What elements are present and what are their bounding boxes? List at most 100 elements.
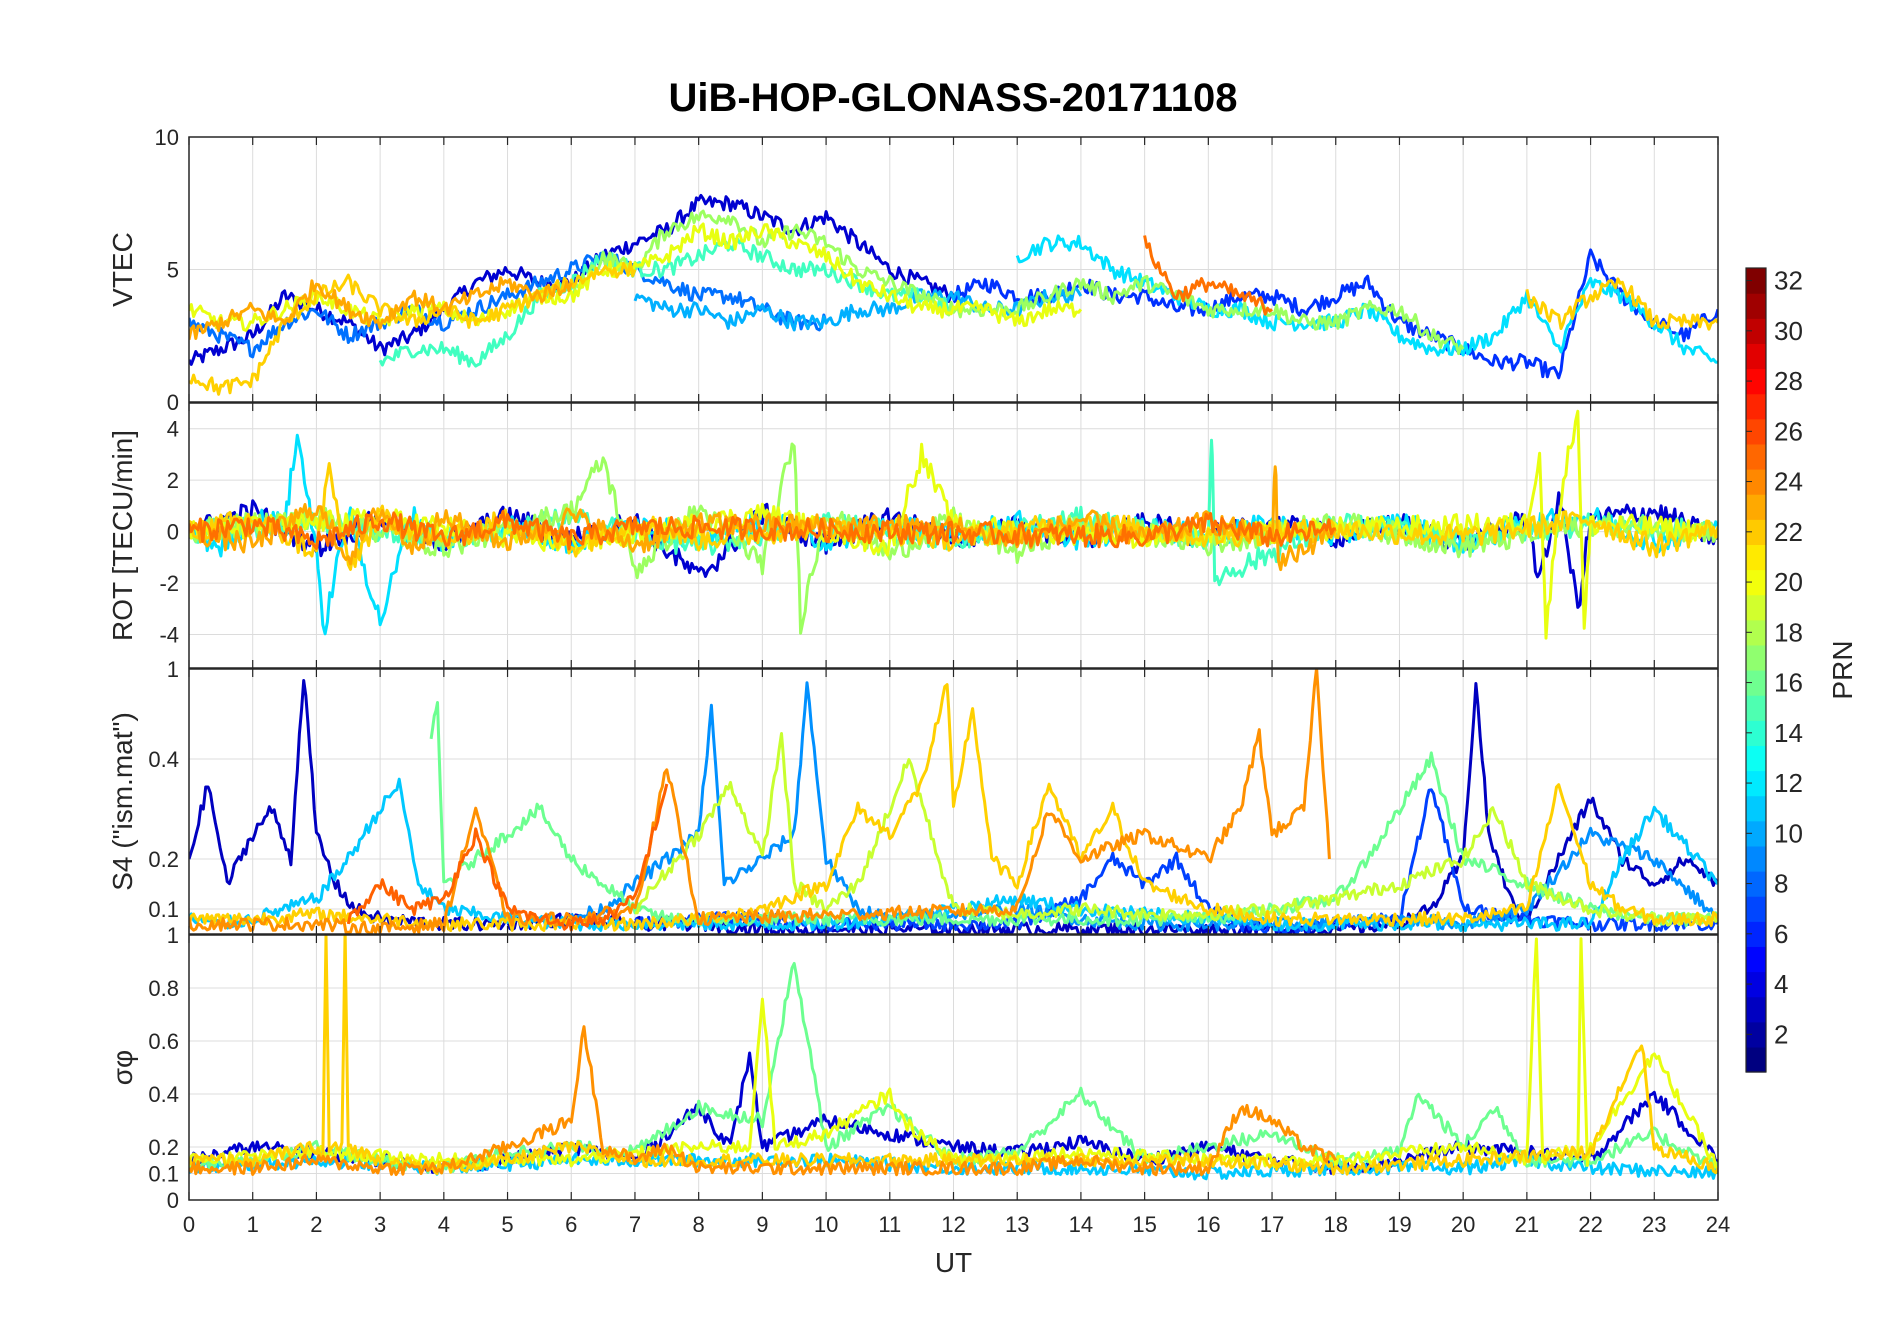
colorbar-tick-label: 20 bbox=[1774, 567, 1803, 597]
y-tick-label: 0.2 bbox=[148, 847, 179, 872]
y-tick-label: 5 bbox=[167, 258, 179, 283]
colorbar-tick-label: 8 bbox=[1774, 869, 1788, 899]
colorbar-swatch bbox=[1746, 921, 1766, 947]
y-tick-label: 0.1 bbox=[148, 1162, 179, 1187]
x-tick-label: 14 bbox=[1069, 1212, 1093, 1237]
x-tick-label: 5 bbox=[501, 1212, 513, 1237]
series-line-prn-22 bbox=[189, 276, 573, 341]
colorbar-tick-label: 4 bbox=[1774, 969, 1788, 999]
series-line-prn-21 bbox=[189, 935, 1718, 1176]
y-tick-label: 0.4 bbox=[148, 1082, 179, 1107]
x-tick-label: 3 bbox=[374, 1212, 386, 1237]
series-group bbox=[189, 409, 1718, 640]
y-tick-label: 2 bbox=[167, 468, 179, 493]
series-line-prn-24 bbox=[1143, 235, 1273, 316]
colorbar-swatch bbox=[1746, 996, 1766, 1023]
series-line-prn-25 bbox=[346, 783, 669, 932]
x-tick-label: 16 bbox=[1196, 1212, 1220, 1237]
colorbar-swatch bbox=[1746, 695, 1766, 721]
x-tick-label: 21 bbox=[1515, 1212, 1539, 1237]
series-line-prn-23 bbox=[189, 669, 1331, 934]
colorbar-swatch bbox=[1746, 871, 1766, 897]
x-tick-label: 11 bbox=[878, 1212, 901, 1237]
y-tick-label: 0.2 bbox=[148, 1135, 179, 1160]
y-axis-label: ROT [TECU/min] bbox=[107, 430, 138, 641]
x-tick-label: 17 bbox=[1260, 1212, 1284, 1237]
series-line-prn-24 bbox=[189, 510, 1336, 551]
x-tick-label: 1 bbox=[247, 1212, 259, 1237]
y-axis-label: S4 ("ism.mat") bbox=[107, 712, 138, 891]
colorbar-swatch bbox=[1746, 946, 1766, 973]
y-axis-label: σφ bbox=[107, 1050, 138, 1085]
x-tick-label: 10 bbox=[814, 1212, 838, 1237]
x-tick-label: 15 bbox=[1132, 1212, 1156, 1237]
colorbar-swatch bbox=[1746, 644, 1766, 671]
colorbar-swatch bbox=[1746, 268, 1766, 294]
colorbar-swatch bbox=[1746, 469, 1766, 495]
x-tick-label: 2 bbox=[310, 1212, 322, 1237]
colorbar-tick-label: 16 bbox=[1774, 668, 1803, 698]
colorbar-tick-label: 6 bbox=[1774, 919, 1788, 949]
x-tick-label: 9 bbox=[756, 1212, 768, 1237]
colorbar-tick-label: 2 bbox=[1774, 1019, 1788, 1049]
colorbar-swatch bbox=[1746, 795, 1766, 822]
series-line-prn-15 bbox=[378, 236, 955, 368]
colorbar-swatch bbox=[1746, 1021, 1766, 1048]
colorbar-tick-label: 12 bbox=[1774, 768, 1803, 798]
y-axis-label: VTEC bbox=[107, 232, 138, 307]
y-tick-label: -4 bbox=[159, 623, 179, 648]
colorbar-tick-label: 28 bbox=[1774, 366, 1803, 396]
colorbar-swatch bbox=[1746, 745, 1766, 772]
x-tick-label: 0 bbox=[183, 1212, 195, 1237]
y-tick-label: 0.4 bbox=[148, 747, 179, 772]
colorbar-swatch bbox=[1746, 619, 1766, 646]
colorbar-swatch bbox=[1746, 519, 1766, 545]
series-line-prn-23 bbox=[189, 1025, 1338, 1177]
y-tick-label: 0 bbox=[167, 520, 179, 545]
x-tick-label: 18 bbox=[1324, 1212, 1348, 1237]
panel-rot: -4 -2 0 2 4 ROT [TECU/min] bbox=[107, 402, 1719, 669]
panel-s4: 0.1 0.2 0.4 1 S4 ("ism.mat") bbox=[107, 657, 1719, 935]
colorbar-frame bbox=[1745, 267, 1767, 1073]
series-line-prn-9 bbox=[189, 251, 828, 359]
series-group bbox=[189, 193, 1718, 396]
colorbar-tick-label: 10 bbox=[1774, 818, 1803, 848]
y-tick-label: 1 bbox=[167, 657, 179, 682]
series-line-prn-11 bbox=[633, 287, 1083, 332]
x-tick-label: 12 bbox=[941, 1212, 965, 1237]
colorbar-tick-label: 32 bbox=[1774, 266, 1803, 296]
colorbar-swatch bbox=[1746, 820, 1766, 847]
series-line-prn-18 bbox=[635, 732, 1718, 927]
chart-title: UiB-HOP-GLONASS-20171108 bbox=[668, 76, 1238, 120]
y-tick-label: 0.6 bbox=[148, 1029, 179, 1054]
x-axis-label: UT bbox=[935, 1247, 972, 1278]
colorbar-label: PRN bbox=[1827, 640, 1858, 699]
colorbar-swatch bbox=[1746, 343, 1766, 370]
series-line-prn-19 bbox=[189, 937, 1718, 1170]
series-group bbox=[189, 935, 1718, 1181]
colorbar-swatch bbox=[1746, 594, 1766, 621]
x-tick-label: 23 bbox=[1642, 1212, 1666, 1237]
colorbar-swatch bbox=[1746, 494, 1766, 520]
x-tick-label: 24 bbox=[1706, 1212, 1730, 1237]
colorbar-swatch bbox=[1746, 293, 1766, 319]
series-line-prn-21 bbox=[1525, 277, 1718, 331]
x-tick-label: 4 bbox=[438, 1212, 450, 1237]
x-tick-label: 20 bbox=[1451, 1212, 1475, 1237]
colorbar-swatch bbox=[1746, 720, 1766, 746]
colorbar-tick-label: 26 bbox=[1774, 416, 1803, 446]
x-tick-label: 7 bbox=[629, 1212, 641, 1237]
y-tick-label: 0 bbox=[167, 390, 179, 415]
colorbar-tick-label: 22 bbox=[1774, 517, 1803, 547]
y-tick-label: 10 bbox=[155, 125, 179, 150]
y-tick-label: 1 bbox=[167, 923, 179, 948]
y-tick-label: 0 bbox=[167, 1188, 179, 1213]
colorbar-swatch bbox=[1746, 770, 1766, 797]
x-axis: 0 1 2 3 4 5 6 7 8 9 10 11 12 13 14 15 16 17 18 19 20 21 22 23 24… bbox=[183, 1212, 1730, 1278]
colorbar-swatch bbox=[1746, 569, 1766, 596]
y-tick-label: 4 bbox=[167, 417, 179, 442]
colorbar-swatch bbox=[1746, 845, 1766, 872]
